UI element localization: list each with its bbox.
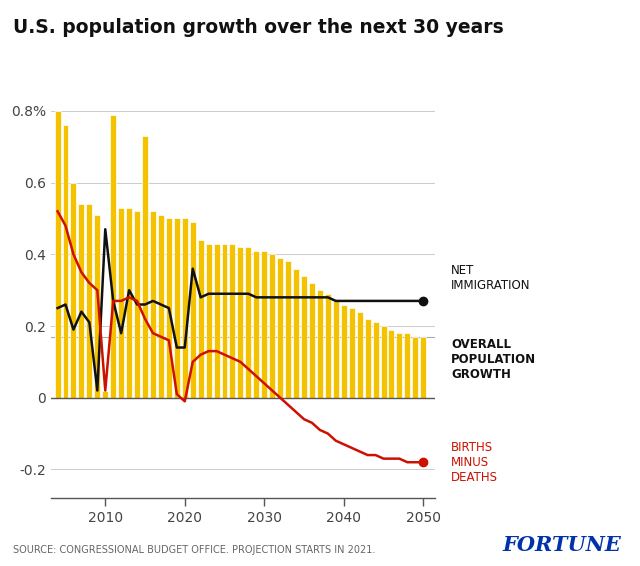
Bar xyxy=(174,218,180,398)
Bar xyxy=(230,243,236,398)
Bar xyxy=(94,215,100,398)
Bar xyxy=(63,125,68,398)
Bar xyxy=(420,337,426,398)
Bar xyxy=(214,243,220,398)
Bar xyxy=(166,218,172,398)
Bar xyxy=(333,301,339,398)
Bar xyxy=(261,251,268,398)
Bar xyxy=(110,114,116,398)
Bar xyxy=(150,211,156,398)
Bar xyxy=(404,333,410,398)
Text: U.S. population growth over the next 30 years: U.S. population growth over the next 30 … xyxy=(13,18,504,37)
Bar xyxy=(301,276,307,398)
Text: FORTUNE: FORTUNE xyxy=(502,535,621,555)
Bar xyxy=(253,251,259,398)
Bar xyxy=(325,294,331,398)
Text: SOURCE: CONGRESSIONAL BUDGET OFFICE. PROJECTION STARTS IN 2021.: SOURCE: CONGRESSIONAL BUDGET OFFICE. PRO… xyxy=(13,544,375,555)
Bar xyxy=(309,283,315,398)
Bar xyxy=(372,323,378,398)
Bar xyxy=(293,269,299,398)
Bar xyxy=(54,111,61,398)
Bar xyxy=(245,247,252,398)
Bar xyxy=(412,337,419,398)
Bar xyxy=(237,247,243,398)
Bar xyxy=(126,208,132,398)
Bar xyxy=(285,261,291,398)
Text: BIRTHS
MINUS
DEATHS: BIRTHS MINUS DEATHS xyxy=(451,441,498,484)
Bar xyxy=(70,183,76,398)
Bar xyxy=(198,240,204,398)
Bar xyxy=(205,243,212,398)
Bar xyxy=(365,319,371,398)
Text: NET
IMMIGRATION: NET IMMIGRATION xyxy=(451,264,531,292)
Bar xyxy=(102,391,108,398)
Bar xyxy=(189,222,196,398)
Bar xyxy=(317,290,323,398)
Bar xyxy=(349,308,355,398)
Bar xyxy=(118,208,124,398)
Bar xyxy=(142,136,148,398)
Bar xyxy=(381,326,387,398)
Bar xyxy=(79,204,84,398)
Bar xyxy=(158,215,164,398)
Bar xyxy=(269,254,275,398)
Bar xyxy=(340,305,347,398)
Bar xyxy=(134,211,140,398)
Text: OVERALL
POPULATION
GROWTH: OVERALL POPULATION GROWTH xyxy=(451,338,536,381)
Bar xyxy=(277,258,283,398)
Bar xyxy=(182,218,188,398)
Bar xyxy=(396,333,403,398)
Bar xyxy=(221,243,227,398)
Bar xyxy=(388,329,394,398)
Bar xyxy=(356,312,363,398)
Bar xyxy=(86,204,92,398)
